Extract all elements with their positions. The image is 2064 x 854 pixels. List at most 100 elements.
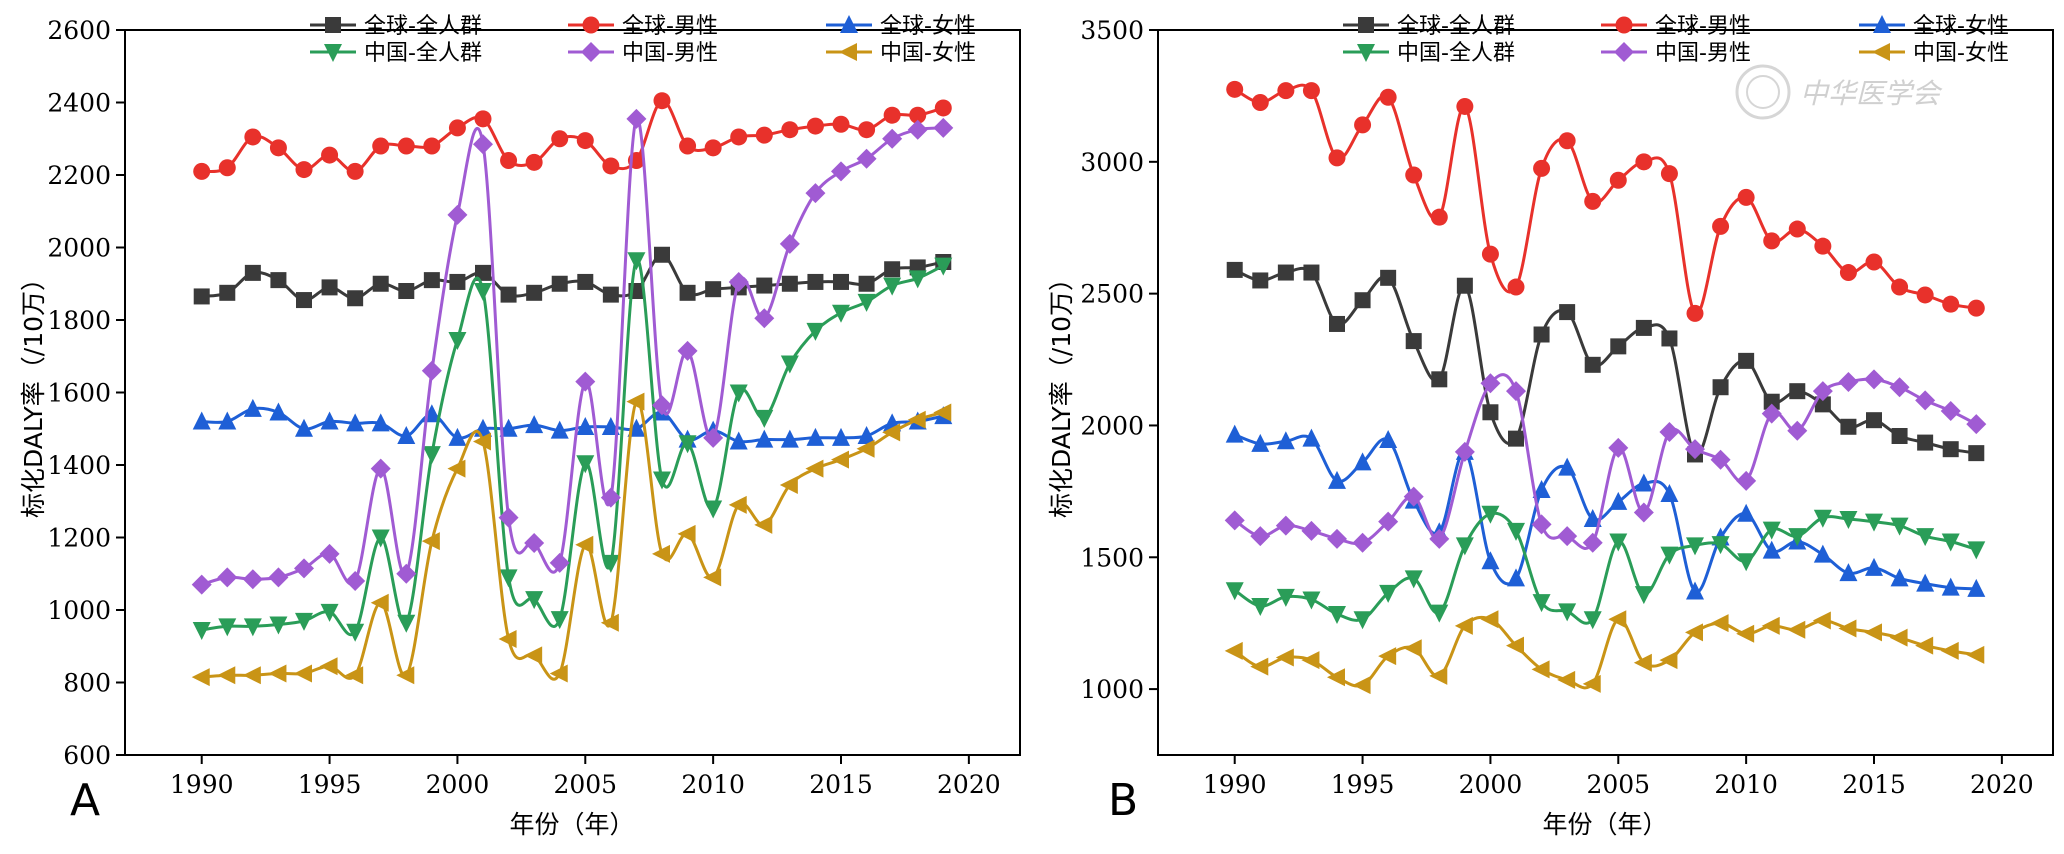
ticks-a: 1990 1995 2000 2005 2010 2015 2020 600 800 1000 12…	[47, 16, 1000, 799]
legend-item: 全球-女性	[826, 14, 976, 39]
data-point	[805, 459, 824, 478]
data-point	[1533, 326, 1550, 343]
data-point	[1405, 333, 1422, 350]
data-point	[779, 233, 800, 254]
data-point	[1532, 594, 1551, 613]
data-point	[1736, 470, 1757, 491]
data-point	[1915, 636, 1934, 655]
data-point	[1456, 277, 1473, 294]
data-point	[320, 411, 339, 430]
data-point	[475, 264, 491, 281]
data-point	[1454, 616, 1473, 635]
data-point	[858, 275, 875, 292]
data-point	[1301, 520, 1322, 541]
data-point	[1251, 94, 1269, 111]
data-point	[242, 666, 261, 685]
data-point	[346, 623, 365, 642]
data-point	[576, 416, 595, 435]
data-point	[1712, 379, 1729, 396]
data-point	[831, 450, 849, 469]
data-point	[1559, 304, 1576, 321]
data-point	[347, 290, 364, 307]
data-point	[755, 126, 773, 144]
data-point	[1967, 541, 1986, 560]
data-point	[1405, 166, 1423, 184]
data-point	[703, 568, 722, 587]
legend-marker	[1358, 17, 1374, 33]
series-line	[1233, 83, 1977, 316]
data-point	[1352, 532, 1373, 553]
data-point	[321, 146, 339, 164]
data-point	[1685, 623, 1703, 642]
x-tick-label: 1995	[298, 770, 362, 799]
data-point	[474, 283, 492, 301]
data-point	[321, 279, 338, 296]
data-point	[1968, 445, 1985, 462]
data-point	[1788, 528, 1807, 547]
data-point	[244, 264, 261, 281]
data-point	[498, 630, 517, 648]
data-point	[857, 293, 876, 312]
data-point	[1226, 261, 1243, 278]
data-point	[1532, 480, 1551, 499]
data-point	[1916, 286, 1934, 304]
data-point	[1225, 582, 1244, 601]
data-point	[1736, 624, 1755, 643]
data-point	[1583, 509, 1602, 528]
y-tick-label: 1000	[47, 596, 111, 625]
data-point	[1812, 381, 1833, 402]
legend-marker	[1872, 43, 1890, 61]
data-point	[654, 246, 670, 263]
data-point	[370, 593, 389, 612]
data-point	[807, 273, 824, 290]
data-point	[1891, 278, 1909, 296]
data-point	[1761, 616, 1780, 635]
data-point	[345, 571, 366, 591]
data-point	[1890, 517, 1909, 536]
data-point	[551, 130, 569, 148]
data-point	[499, 569, 518, 588]
legend-item: 中国-男性	[568, 41, 718, 66]
data-point	[1430, 604, 1449, 623]
data-point	[448, 119, 466, 137]
legend-item: 中国-全人群	[1343, 41, 1515, 66]
data-point	[831, 161, 851, 182]
data-point	[1404, 570, 1423, 589]
data-point	[1584, 356, 1601, 373]
data-point	[1608, 610, 1627, 629]
data-point	[1378, 647, 1397, 666]
data-point	[653, 92, 671, 110]
data-point	[601, 554, 620, 573]
data-point	[1225, 424, 1244, 443]
legend-label: 中国-全人群	[364, 41, 482, 66]
data-point	[1403, 486, 1424, 507]
data-point	[1328, 149, 1346, 167]
data-point	[1891, 428, 1908, 444]
data-point	[1558, 457, 1577, 476]
data-point	[525, 415, 544, 434]
data-point	[1352, 676, 1371, 695]
data-point	[1967, 299, 1985, 317]
data-point	[1429, 528, 1450, 549]
data-point	[295, 612, 313, 631]
data-point	[1482, 404, 1499, 421]
data-point	[1429, 666, 1448, 685]
series-a-3	[192, 398, 953, 450]
data-point	[602, 157, 620, 175]
y-tick-label: 3000	[1080, 148, 1144, 177]
data-point	[1506, 636, 1524, 655]
data-point	[1762, 521, 1781, 540]
data-point	[1379, 429, 1398, 448]
data-point	[1251, 598, 1270, 617]
legend-label: 中国-女性	[880, 41, 976, 66]
y-axis-label-a: 标化DALY率（/10万）	[19, 266, 48, 518]
data-point	[883, 277, 902, 296]
data-point	[728, 271, 749, 292]
data-point	[907, 119, 928, 140]
data-point	[1507, 568, 1525, 587]
data-point	[728, 495, 747, 514]
series-line	[201, 406, 944, 444]
data-point	[1251, 433, 1270, 452]
data-point	[320, 603, 339, 622]
